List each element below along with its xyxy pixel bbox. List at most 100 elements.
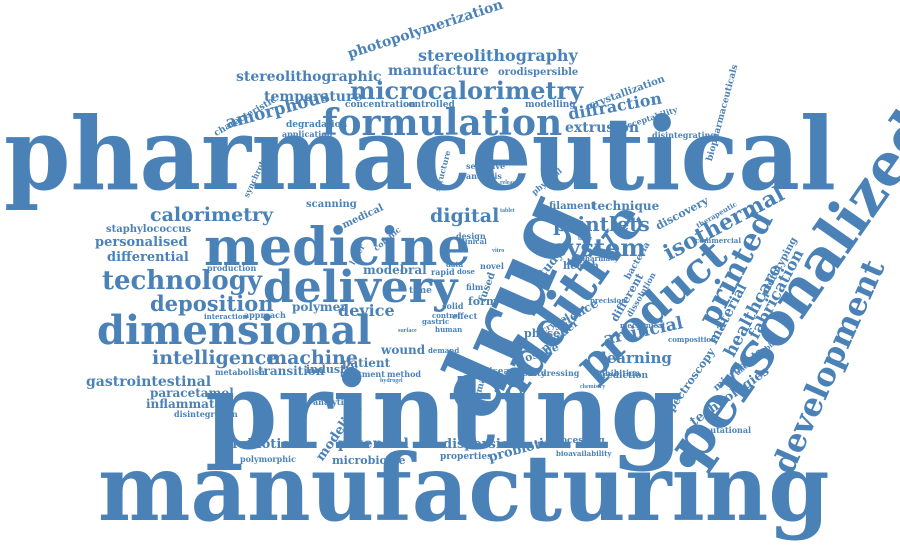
word-manufacture: manufacture [388, 63, 489, 79]
word-device: device [338, 301, 395, 320]
word-design: design [456, 231, 486, 241]
word-temperature: temperature [264, 89, 363, 105]
word-degradation: degradation [286, 120, 348, 130]
word-filament: filament [549, 201, 596, 212]
word-formulation: formulation [322, 102, 563, 144]
word-gastric: gastric [422, 317, 450, 326]
word-prediction: prediction [596, 371, 649, 381]
word-concentration: concentration [345, 100, 416, 110]
word-analytical: analytical [313, 397, 357, 407]
word-human: human [435, 325, 463, 334]
word-tissue: tissue [578, 236, 593, 242]
word-solid: solid [442, 301, 464, 311]
word-method: method [387, 369, 421, 379]
word-industry: industry [306, 363, 358, 376]
word-film: film [466, 282, 484, 292]
word-machine: machine [267, 347, 358, 369]
word-potential: potential [338, 436, 409, 452]
word-effect: effect [452, 311, 478, 321]
word-probiotics: probiotics [223, 437, 297, 452]
word-selective: selective [466, 161, 506, 171]
word-gastrointestinal: gastrointestinal [86, 374, 212, 390]
word-learning: learning [601, 349, 672, 367]
word-digital: digital [430, 205, 500, 227]
word-treatment: treatment [340, 369, 385, 379]
word-intelligence: intelligence [152, 347, 279, 369]
word-properties: properties [440, 452, 493, 462]
word-rapid: rapid [431, 267, 455, 277]
word-production: production [207, 263, 257, 273]
word-application: application [282, 129, 333, 139]
word-stereolithographic: stereolithographic [236, 69, 382, 85]
word-technology: technology [102, 266, 263, 296]
word-form: form [468, 295, 498, 308]
word-tablet: tablet [500, 208, 515, 214]
word-data: data [446, 260, 464, 269]
word-personalised: personalised [95, 235, 188, 250]
word-transition: transition [258, 364, 325, 378]
word-processing: processing [550, 436, 605, 446]
word-microbiome: microbiome [332, 454, 406, 467]
word-staphylococcus: staphylococcus [106, 224, 192, 235]
word-chemistry: chemistry [580, 384, 606, 390]
word-pharmaceutical: pharmaceutical [4, 95, 836, 213]
word-scanning: scanning [306, 199, 357, 210]
word-patient: patient [342, 356, 391, 370]
word-commercial: commercial [695, 236, 742, 245]
word-pharmacy: pharmacy [580, 254, 619, 263]
word-disintegration: disintegration [174, 409, 238, 419]
word-precision: precision [590, 296, 627, 305]
word-analysis: analysis [466, 171, 502, 181]
word-polymer: polymer [292, 300, 347, 314]
word-extrusion: extrusion [565, 120, 639, 136]
word-differential: differential [107, 250, 189, 265]
word-calorimetry: calorimetry [150, 204, 274, 226]
word-computational: computational [686, 425, 752, 435]
word-control: control [432, 311, 461, 320]
word-vitro: vitro [492, 248, 505, 254]
word-stereolithography: stereolithography [418, 46, 578, 65]
word-wound: wound [381, 343, 426, 357]
word-dressing: dressing [541, 368, 580, 378]
word-composition: composition [668, 335, 717, 344]
word-phase: phase [524, 327, 561, 340]
word-release: release [500, 180, 518, 186]
word-delivery: delivery [263, 262, 458, 313]
word-manufacturing: manufacturing [98, 434, 830, 542]
word-time: time [409, 286, 432, 296]
word-demand: demand [428, 346, 460, 355]
word-inhibition: inhibition [596, 368, 641, 378]
word-printlets: printlets [553, 212, 650, 236]
word-novel: novel [480, 261, 504, 271]
word-printing: printing [205, 348, 683, 473]
word-deposition: deposition [150, 291, 274, 316]
word-dispersion: dispersion [443, 437, 519, 452]
word-dose: dose [457, 267, 475, 276]
word-mechanical: mechanical [620, 321, 665, 330]
word-microcalorimetry: microcalorimetry [350, 76, 584, 105]
word-disease: disease [483, 367, 521, 377]
word-surface: surface [398, 328, 417, 334]
word-oral: oral [400, 263, 427, 277]
word-hydrogel: hydrogel [380, 378, 403, 384]
word-model: model [363, 263, 405, 277]
word-medicine: medicine [204, 217, 471, 278]
word-paracetamol: paracetamol [150, 386, 234, 400]
word-controlled: controlled [403, 100, 455, 110]
word-metabolism: metabolism [215, 367, 268, 377]
word-technique: technique [592, 199, 660, 213]
word-stability: stability [509, 368, 546, 378]
word-health: health [563, 261, 599, 272]
word-polymorphic: polymorphic [240, 454, 296, 464]
word-orodispersible: orodispersible [498, 67, 579, 78]
word-inflammatory: inflammatory [146, 397, 236, 411]
word-clinical: clinical [458, 237, 487, 246]
word-approach: approach [244, 310, 286, 320]
word-dimensional: dimensional [97, 307, 372, 354]
word-disintegrating: disintegrating [652, 130, 716, 140]
word-bioavailability: bioavailability [556, 449, 612, 458]
word-system: system [553, 233, 646, 262]
word-interaction: interaction [204, 312, 248, 321]
word-modelling: modelling [525, 100, 576, 110]
